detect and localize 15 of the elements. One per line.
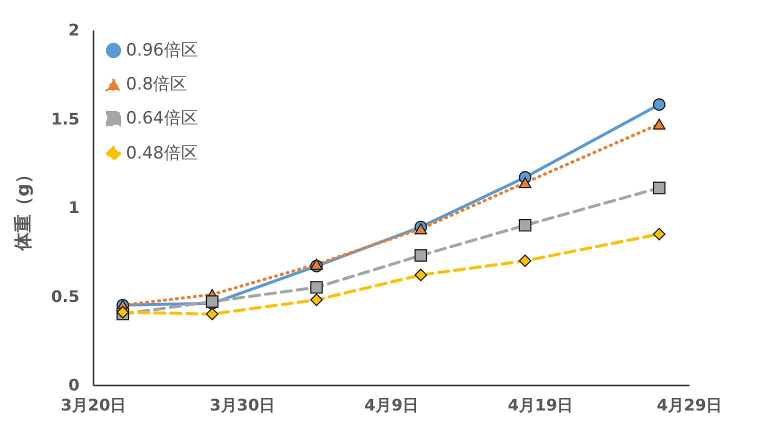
- legend-label: 0.64倍区: [126, 108, 198, 128]
- y-tick-label: 0: [68, 376, 80, 394]
- legend-label: 0.96倍区: [126, 40, 198, 60]
- legend-label: 0.8倍区: [126, 74, 188, 94]
- y-tick-label: 0.5: [51, 286, 80, 306]
- x-tick-label: 4月29日: [656, 396, 722, 414]
- y-tick-label: 2: [68, 20, 80, 40]
- y-tick-label: 1.5: [51, 109, 80, 128]
- x-tick-label: 4月9日: [364, 396, 419, 414]
- y-axis-title: 体重（g）: [13, 166, 34, 252]
- x-tick-label: 3月20日: [60, 396, 126, 414]
- x-tick-label: 3月30日: [210, 396, 276, 414]
- x-tick-label: 4月19日: [508, 396, 574, 414]
- legend-label: 0.48倍区: [126, 144, 198, 164]
- y-tick-label: 1: [68, 198, 80, 217]
